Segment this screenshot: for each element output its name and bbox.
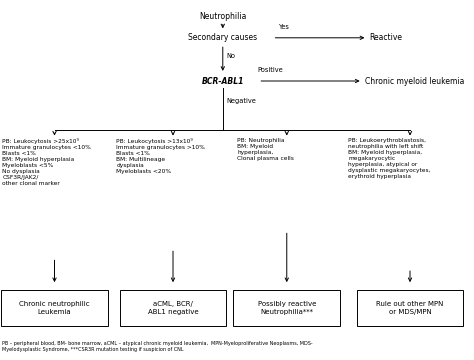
Text: PB: Leukoerythroblastosis,
neutrophilia with left shift
BM: Myeloid hyperplasia,: PB: Leukoerythroblastosis, neutrophilia … [348, 138, 431, 179]
FancyBboxPatch shape [119, 290, 227, 326]
Text: Rule out other MPN
or MDS/MPN: Rule out other MPN or MDS/MPN [376, 301, 444, 315]
FancyBboxPatch shape [1, 290, 108, 326]
Text: BCR-ABL1: BCR-ABL1 [201, 77, 244, 85]
Text: PB: Leukocytosis >13x10⁹
Immature granulocytes >10%
Blasts <1%
BM: Multilineage
: PB: Leukocytosis >13x10⁹ Immature granul… [116, 138, 205, 174]
Text: PB: Neutrophilia
BM: Myeloid
hyperplasia,
Clonal plasma cells: PB: Neutrophilia BM: Myeloid hyperplasia… [237, 138, 294, 161]
Text: Yes: Yes [279, 24, 290, 30]
FancyBboxPatch shape [233, 290, 340, 326]
Text: Chronic neutrophilic
Leukemia: Chronic neutrophilic Leukemia [19, 301, 90, 315]
Text: Chronic myeloid leukemia: Chronic myeloid leukemia [365, 77, 465, 85]
Text: PB: Leukocytosis >25x10⁹
Immature granulocytes <10%
Blasts <1%
BM: Myeloid hyper: PB: Leukocytosis >25x10⁹ Immature granul… [2, 138, 91, 185]
Text: No: No [227, 53, 236, 59]
FancyBboxPatch shape [356, 290, 463, 326]
Text: Possibly reactive
Neutrophilia***: Possibly reactive Neutrophilia*** [257, 301, 316, 315]
Text: Negative: Negative [227, 98, 256, 104]
Text: aCML, BCR/
ABL1 negative: aCML, BCR/ ABL1 negative [148, 301, 198, 315]
Text: PB – peripheral blood, BM- bone marrow, aCML – atypical chronic myeloid leukemia: PB – peripheral blood, BM- bone marrow, … [2, 341, 313, 352]
Text: Positive: Positive [257, 67, 283, 73]
Text: Neutrophilia: Neutrophilia [199, 12, 246, 21]
Text: Reactive: Reactive [370, 33, 403, 42]
Text: Secondary causes: Secondary causes [188, 33, 257, 42]
